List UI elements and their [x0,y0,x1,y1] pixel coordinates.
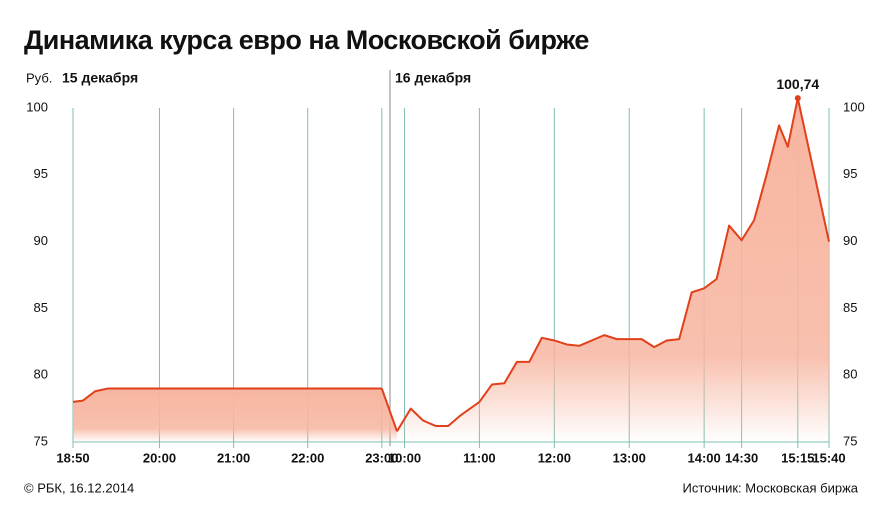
peak-marker [794,95,801,102]
chart-title: Динамика курса евро на Московской бирже [24,25,589,55]
x-tick-label: 14:00 [688,450,721,465]
x-tick-label: 15:40 [812,450,845,465]
x-tick-label: 20:00 [143,450,176,465]
y-tick-label: 95 [34,166,48,181]
y2-tick-label: 75 [843,433,857,448]
y2-tick-label: 90 [843,233,857,248]
y2-tick-label: 95 [843,166,857,181]
y-tick-label: 75 [34,433,48,448]
x-tick-label: 15:15 [781,450,814,465]
line [72,387,382,403]
y-tick-label: 100 [26,99,48,114]
x-tick-label: 22:00 [291,450,324,465]
area [396,98,829,443]
y2-tick-label: 80 [843,367,857,382]
x-tick-label: 23:00 [365,450,398,465]
y-axis-label: Руб. [26,70,52,85]
x-tick-label: 13:00 [613,450,646,465]
x-tick-label: 12:00 [538,450,571,465]
area [73,388,382,442]
day-label: 15 декабря [62,70,138,86]
x-tick-label: 21:00 [217,450,250,465]
line [396,97,830,432]
day-label: 16 декабря [395,70,471,86]
y-tick-label: 90 [34,233,48,248]
footer-right: Источник: Московская биржа [683,480,859,495]
footer-left: © РБК, 16.12.2014 [24,480,134,495]
y-tick-label: 85 [34,300,48,315]
x-tick-label: 10:00 [388,450,421,465]
x-tick-label: 18:50 [56,450,89,465]
x-tick-label: 11:00 [463,450,496,465]
y-tick-label: 80 [34,367,48,382]
y2-tick-label: 85 [843,300,857,315]
x-tick-label: 14:30 [725,450,758,465]
y2-tick-label: 100 [843,99,865,114]
line-connector [380,388,398,432]
value-label: 100,74 [776,76,819,92]
